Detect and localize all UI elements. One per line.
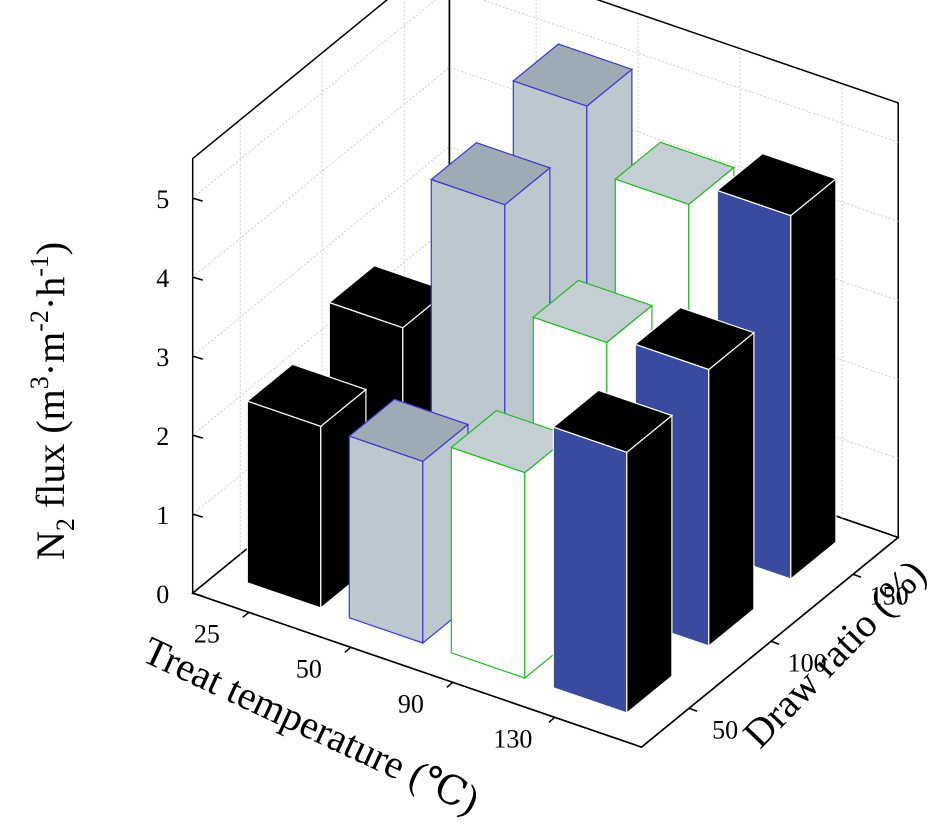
y-axis-line (641, 536, 899, 748)
bars-layer (246, 43, 838, 715)
y-tick-label: 50 (712, 715, 738, 744)
bar-side-face (626, 414, 673, 715)
bar-top-face (614, 141, 736, 205)
z-tick (192, 592, 203, 597)
bar-side-face (708, 331, 755, 648)
z-axis-label: N2 flux (m3·m-2·h-1) (25, 242, 80, 560)
bar-top-face (552, 389, 674, 453)
y-tick-label: 100 (788, 648, 827, 677)
z-tick-label: 0 (156, 580, 169, 609)
z-tick-label: 1 (156, 501, 169, 530)
z-tick (192, 513, 203, 518)
bar-top-face (532, 279, 654, 344)
x-axis-line (192, 592, 642, 748)
bar-front-face (552, 426, 628, 714)
bar-front-face (450, 446, 526, 679)
z-tick-label: 2 (156, 422, 169, 451)
x-tick-label: 90 (398, 689, 424, 718)
z-tick (192, 276, 203, 281)
z-tick-label: 3 (156, 343, 169, 372)
bar-25-50 (246, 363, 368, 610)
z-tick-label: 5 (156, 185, 169, 214)
bar-50-50 (348, 398, 470, 645)
bar-top-face (716, 152, 838, 217)
bar-side-face (790, 177, 837, 581)
bar-front-face (246, 400, 322, 609)
x-tick (344, 646, 352, 653)
z-tick (192, 355, 203, 360)
bar-top-face (430, 142, 552, 206)
x-tick-label: 50 (296, 654, 322, 683)
y-axis-label: Draw ratio (%) (734, 551, 935, 756)
x-tick-label: 25 (194, 619, 220, 648)
bar-130-50 (552, 389, 674, 715)
bar-top-face (512, 43, 634, 107)
x-tick-label: 130 (493, 724, 532, 753)
x-tick (242, 611, 250, 618)
z-tick (192, 197, 203, 202)
x-tick (446, 681, 454, 688)
x-tick (548, 716, 556, 723)
bar-90-50 (450, 409, 572, 680)
bar-top-face (246, 363, 368, 427)
y-tick (688, 707, 698, 712)
bar-top-face (634, 306, 756, 371)
bar-top-face (348, 398, 470, 462)
z-tick-label: 4 (156, 264, 169, 293)
y-tick (852, 573, 862, 578)
ticks-layer: 0 1 2 3 4 5 25 50 90 130 50 100 150 (156, 185, 908, 753)
bar-front-face (348, 435, 424, 644)
z-tick (192, 434, 203, 439)
y-tick-label: 150 (870, 581, 909, 610)
y-tick (770, 640, 780, 645)
